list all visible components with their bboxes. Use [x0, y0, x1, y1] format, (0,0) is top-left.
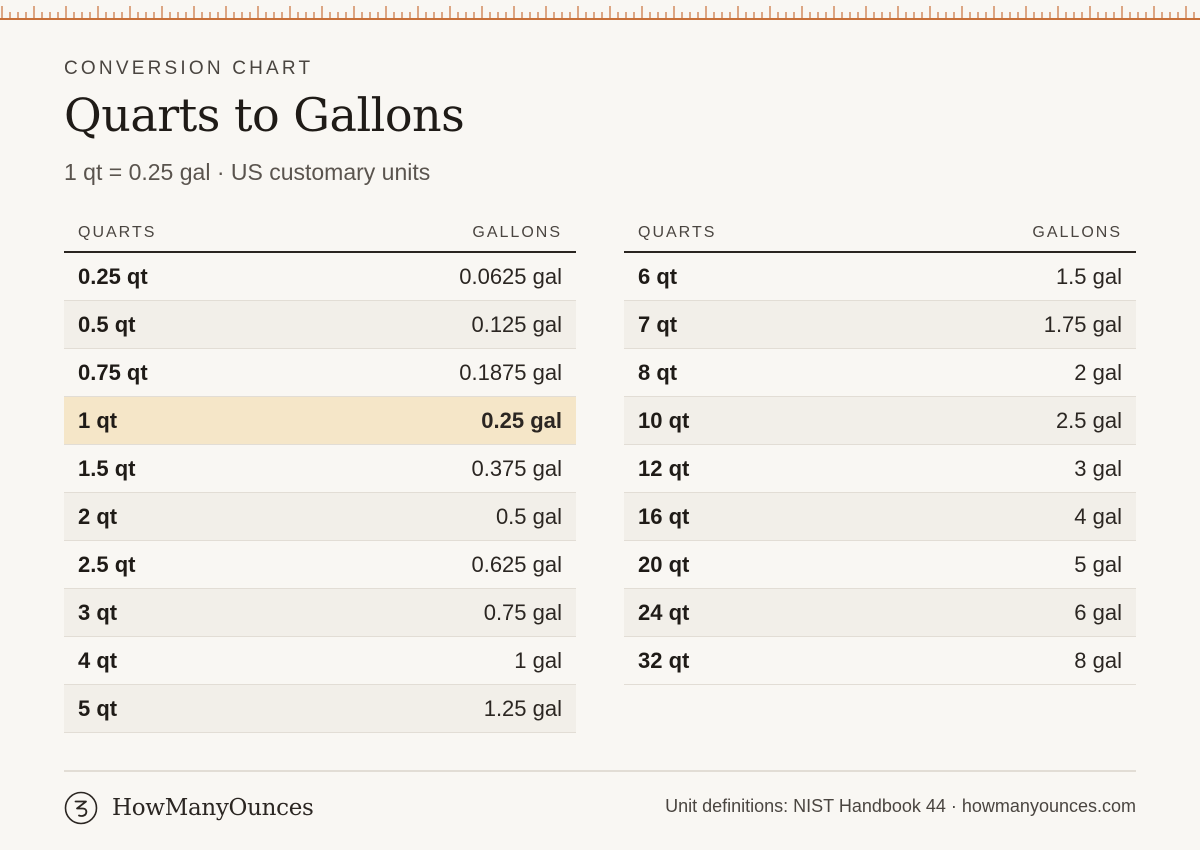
table-row: 1.5 qt 0.375 gal [64, 445, 576, 493]
gallons-cell: 0.75 gal [483, 599, 562, 625]
quarts-cell: 0.5 qt [78, 311, 136, 337]
quarts-cell: 8 qt [638, 359, 678, 385]
table-row: 0.75 qt 0.1875 gal [64, 349, 576, 397]
z-circle-logo-icon [64, 791, 98, 825]
quarts-cell: 4 qt [78, 647, 118, 673]
gallons-cell: 8 gal [1074, 647, 1122, 673]
table-row: 20 qt 5 gal [624, 541, 1136, 589]
quarts-cell: 5 qt [78, 695, 118, 721]
gallons-cell: 3 gal [1074, 455, 1122, 481]
gallons-cell: 0.375 gal [471, 455, 562, 481]
source-note: Unit definitions: NIST Handbook 44 · how… [665, 796, 1136, 816]
quarts-cell: 6 qt [638, 263, 678, 289]
eyebrow-label: CONVERSION CHART [64, 58, 314, 79]
gallons-cell: 0.625 gal [471, 551, 562, 577]
table-row: 10 qt 2.5 gal [624, 397, 1136, 445]
table-row: 16 qt 4 gal [624, 493, 1136, 541]
conversion-table-left: QUARTS GALLONS 0.25 qt 0.0625 gal 0.5 qt 0… [64, 214, 576, 733]
quarts-cell: 1 qt [78, 407, 118, 433]
table-row-highlighted: 1 qt 0.25 gal [64, 397, 576, 445]
page-title: Quarts to Gallons [64, 88, 465, 142]
gallons-cell: 4 gal [1074, 503, 1122, 529]
brand-logo[interactable]: HowManyOunces [64, 790, 314, 826]
quarts-cell: 0.75 qt [78, 359, 148, 385]
quarts-cell: 0.25 qt [78, 263, 148, 289]
quarts-cell: 32 qt [638, 647, 690, 673]
quarts-cell: 20 qt [638, 551, 690, 577]
brand-name: HowManyOunces [112, 795, 314, 821]
gallons-cell: 5 gal [1074, 551, 1122, 577]
quarts-cell: 10 qt [638, 407, 690, 433]
gallons-cell: 1.75 gal [1043, 311, 1122, 337]
table-header: QUARTS GALLONS [64, 214, 576, 253]
column-header-gallons: GALLONS [1032, 223, 1122, 241]
table-row: 32 qt 8 gal [624, 637, 1136, 685]
gallons-cell: 6 gal [1074, 599, 1122, 625]
table-row: 4 qt 1 gal [64, 637, 576, 685]
table-row: 8 qt 2 gal [624, 349, 1136, 397]
quarts-cell: 3 qt [78, 599, 118, 625]
gallons-cell: 0.1875 gal [459, 359, 562, 385]
table-row: 7 qt 1.75 gal [624, 301, 1136, 349]
column-header-gallons: GALLONS [472, 223, 562, 241]
gallons-cell: 1.5 gal [1055, 263, 1122, 289]
gallons-cell: 0.0625 gal [459, 263, 562, 289]
table-row: 2 qt 0.5 gal [64, 493, 576, 541]
gallons-cell: 0.5 gal [495, 503, 562, 529]
table-row: 2.5 qt 0.625 gal [64, 541, 576, 589]
table-row: 5 qt 1.25 gal [64, 685, 576, 733]
ruler-decoration [0, 6, 1200, 20]
table-row: 6 qt 1.5 gal [624, 253, 1136, 301]
table-row: 3 qt 0.75 gal [64, 589, 576, 637]
column-header-quarts: QUARTS [638, 223, 717, 241]
quarts-cell: 24 qt [638, 599, 690, 625]
quarts-cell: 16 qt [638, 503, 690, 529]
gallons-cell: 1 gal [514, 647, 562, 673]
quarts-cell: 2.5 qt [78, 551, 136, 577]
gallons-cell: 1.25 gal [483, 695, 562, 721]
footer-divider [64, 770, 1136, 772]
quarts-cell: 2 qt [78, 503, 118, 529]
conversion-table-right: QUARTS GALLONS 6 qt 1.5 gal 7 qt 1.75 gal … [624, 214, 1136, 685]
quarts-cell: 12 qt [638, 455, 690, 481]
table-row: 0.25 qt 0.0625 gal [64, 253, 576, 301]
column-header-quarts: QUARTS [78, 223, 157, 241]
table-row: 24 qt 6 gal [624, 589, 1136, 637]
gallons-cell: 0.25 gal [481, 407, 562, 433]
gallons-cell: 2 gal [1074, 359, 1122, 385]
table-row: 0.5 qt 0.125 gal [64, 301, 576, 349]
quarts-cell: 1.5 qt [78, 455, 136, 481]
page-subtitle: 1 qt = 0.25 gal · US customary units [64, 159, 431, 185]
quarts-cell: 7 qt [638, 311, 678, 337]
gallons-cell: 0.125 gal [471, 311, 562, 337]
table-header: QUARTS GALLONS [624, 214, 1136, 253]
table-row: 12 qt 3 gal [624, 445, 1136, 493]
gallons-cell: 2.5 gal [1055, 407, 1122, 433]
